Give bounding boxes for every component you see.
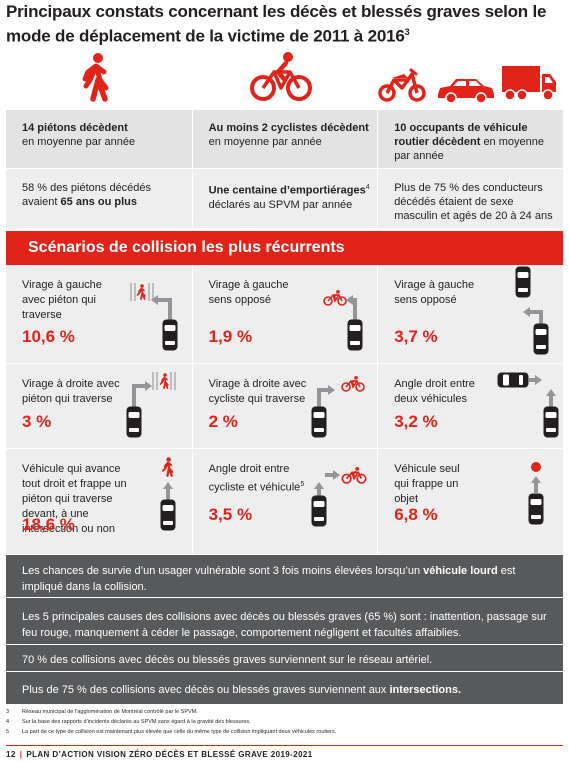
- pedestrian-icon: [159, 373, 169, 389]
- cyclist-icon: [341, 467, 367, 484]
- right-turn-cyclist-diagram: [311, 376, 365, 438]
- left-turn-opposite-vehicle-diagram: [515, 266, 549, 355]
- scenarios-row: Virage à gauche avec piéton qui traverse…: [6, 265, 563, 363]
- left-turn-opposite-cyclist-diagram: [323, 290, 363, 351]
- car-icon: [515, 266, 531, 298]
- car-icon: [347, 319, 363, 351]
- scenarios-row: Véhicule qui avance tout droit et frappe…: [6, 448, 563, 554]
- car-icon: [126, 406, 142, 438]
- scenario-label: Virage à droite avec cycliste qui traver…: [208, 378, 307, 405]
- object-icon: [530, 462, 541, 472]
- note-intersections: Plus de 75 % des collisions avec décès o…: [6, 671, 563, 704]
- single-vehicle-object-diagram: [528, 462, 544, 525]
- scenario-straight-pedestrian: Véhicule qui avance tout droit et frappe…: [6, 449, 192, 554]
- scenarios-grid: Virage à gauche avec piéton qui traverse…: [6, 265, 563, 554]
- scenario-single-vehicle-object: Véhicule seul qui frappe un objet 6,8 %: [377, 449, 563, 554]
- scenario-label: Véhicule seul qui frappe un objet: [394, 463, 460, 505]
- scenario-label: Virage à gauche avec piéton qui traverse: [22, 279, 102, 321]
- left-turn-pedestrian-diagram: [129, 283, 178, 351]
- scenario-percent: 18,6 %: [22, 515, 75, 534]
- stat-pedestrians-deaths: 14 piétons décèdent en moyenne par année: [6, 110, 192, 168]
- scenario-left-turn-opposite-cyclist: Virage à gauche sens opposé 1,9 %: [191, 265, 378, 363]
- stat-vehicles-deaths: 10 occupants de véhicule routier décèden…: [377, 110, 563, 168]
- scenario-percent: 3,5 %: [208, 505, 253, 524]
- scenario-left-turn-opposite-vehicle: Virage à gauche sens opposé 3,7 %: [377, 265, 563, 363]
- straight-pedestrian-diagram: [160, 457, 176, 531]
- footnotes: 3 Réseau municipal de l’agglomération de …: [6, 707, 563, 737]
- footer-title: PLAN D’ACTION VISION ZÉRO DÉCÈS ET BLESS…: [26, 750, 313, 759]
- pedestrian-icon: [161, 457, 174, 477]
- note-arterial-network: 70 % des collisions avec décès ou blessé…: [6, 644, 563, 671]
- motorcycle-icon: [378, 68, 426, 102]
- scenario-right-angle-cyclist: Angle droit entre cycliste et véhicule5 …: [191, 449, 378, 554]
- scenario-percent: 2 %: [208, 412, 238, 431]
- car-icon: [311, 495, 327, 527]
- stats-row-deaths: 14 piétons décèdent en moyenne par année …: [6, 110, 563, 168]
- scenario-percent: 3,7 %: [394, 327, 438, 346]
- stat-cyclists-dooring: Une centaine d’emportiérages4 déclarés a…: [191, 169, 378, 228]
- scenario-percent: 6,8 %: [394, 505, 438, 524]
- right-angle-cyclist-diagram: [311, 467, 367, 527]
- note-main-causes: Les 5 principales causes des collisions …: [6, 597, 563, 644]
- car-icon: [438, 79, 494, 104]
- scenario-label: Angle droit entre deux véhicules: [394, 378, 475, 405]
- scenario-label: Angle droit entre cycliste et véhicule5: [208, 463, 305, 494]
- stats-row-details: 58 % des piétons décédés avaient 65 ans …: [6, 168, 563, 228]
- stat-pedestrians-age: 58 % des piétons décédés avaient 65 ans …: [6, 169, 192, 228]
- scenario-percent: 1,9 %: [208, 327, 253, 346]
- car-icon: [160, 499, 176, 531]
- scenario-label: Virage à gauche sens opposé: [394, 279, 475, 306]
- scenario-percent: 3 %: [22, 412, 52, 431]
- car-icon: [533, 323, 549, 355]
- scenario-label: Virage à gauche sens opposé: [208, 279, 289, 306]
- scenario-percent: 3,2 %: [394, 412, 438, 431]
- car-icon: [497, 372, 529, 388]
- scenario-right-turn-pedestrian: Virage à droite avec piéton qui traverse…: [6, 364, 192, 448]
- key-facts: Les chances de survie d’un usager vulnér…: [6, 555, 563, 704]
- scenario-label: Véhicule qui avance tout droit et frappe…: [22, 463, 127, 535]
- stats-table: 14 piétons décèdent en moyenne par année …: [6, 110, 563, 228]
- car-icon: [528, 493, 544, 525]
- page-footer: 12 | PLAN D’ACTION VISION ZÉRO DÉCÈS ET BL…: [6, 745, 563, 761]
- scenario-label: Virage à droite avec piéton qui traverse: [22, 378, 120, 405]
- pedestrian-icon: [136, 284, 146, 300]
- scenario-right-turn-cyclist: Virage à droite avec cycliste qui traver…: [191, 364, 378, 448]
- scenario-left-turn-pedestrian: Virage à gauche avec piéton qui traverse…: [6, 265, 192, 363]
- car-icon: [543, 406, 559, 438]
- stat-vehicles-drivers: Plus de 75 % des conducteurs décédés éta…: [377, 169, 563, 228]
- scenario-percent: 10,6 %: [22, 327, 75, 346]
- truck-icon: [502, 66, 556, 101]
- car-icon: [311, 406, 327, 438]
- footnote: 5 La part de ce type de collision est mai…: [6, 729, 337, 735]
- scenario-right-angle-vehicles: Angle droit entre deux véhicules 3,2 %: [377, 364, 563, 448]
- mode-icons: [0, 52, 560, 112]
- page-number: 12: [6, 750, 16, 759]
- right-angle-vehicles-diagram: [497, 372, 559, 438]
- cyclist-icon: [250, 52, 312, 101]
- scenarios-banner: Scénarios de collision les plus récurren…: [6, 231, 563, 265]
- footnote: 3 Réseau municipal de l’agglomération de …: [6, 709, 198, 715]
- right-turn-pedestrian-diagram: [126, 372, 176, 438]
- stat-cyclists-deaths: Au moins 2 cyclistes décèdent en moyenne…: [191, 110, 378, 168]
- crosswalk-icon: [151, 372, 176, 390]
- scenarios-row: Virage à droite avec piéton qui traverse…: [6, 363, 563, 448]
- cyclist-icon: [341, 376, 365, 392]
- crosswalk-icon: [129, 283, 154, 301]
- car-icon: [162, 319, 178, 351]
- cyclist-icon: [323, 290, 347, 306]
- footnote: 4 Sur la base des rapports d’incidents dé…: [6, 719, 251, 725]
- note-heavy-vehicle: Les chances de survie d’un usager vulnér…: [6, 555, 563, 597]
- page-title: Principaux constats concernant les décès…: [6, 2, 547, 46]
- pedestrian-icon: [82, 53, 109, 102]
